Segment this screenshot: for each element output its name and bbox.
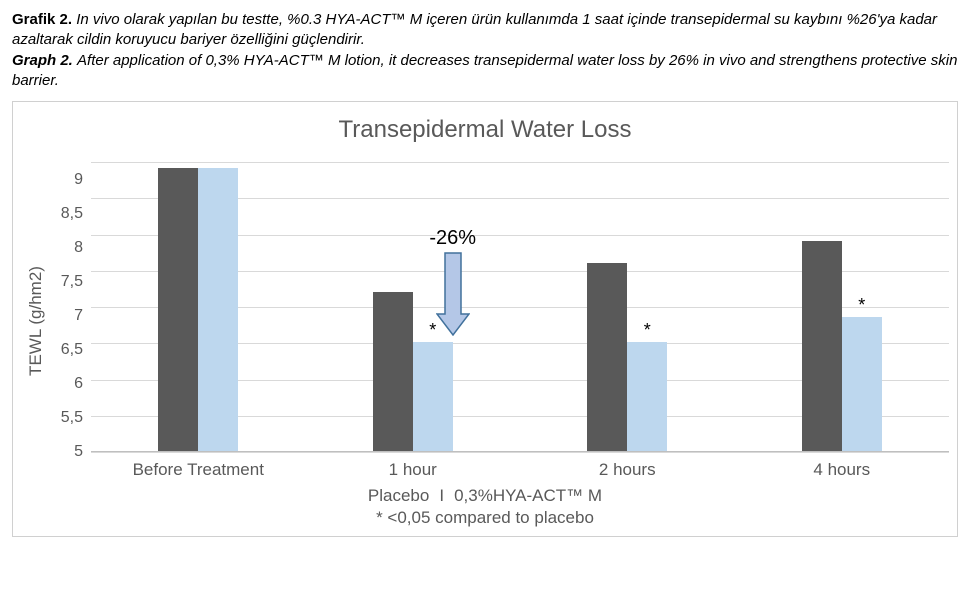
significance-star: * (858, 295, 865, 316)
bar-group: * (587, 263, 667, 452)
caption-en-prefix: Graph 2. (12, 52, 73, 69)
bar-group: * (802, 241, 882, 451)
bar-placebo (587, 263, 627, 452)
bar-placebo (158, 168, 198, 451)
y-tick: 5,5 (51, 409, 83, 427)
bar-placebo (802, 241, 842, 451)
x-axis-label: 2 hours (520, 460, 735, 480)
caption-tr-body: In vivo olarak yapılan bu testte, %0.3 H… (12, 11, 937, 48)
bar-treatment (198, 168, 238, 451)
legend-divider: I (439, 486, 444, 506)
y-tick: 9 (51, 171, 83, 189)
bar-groups: *-26%** (91, 162, 949, 451)
grid-line (91, 452, 949, 453)
legend-placebo-label: Placebo (368, 486, 429, 506)
figure-caption: Grafik 2. In vivo olarak yapılan bu test… (12, 10, 958, 91)
y-axis-ticks: 98,587,576,565,55 (51, 162, 91, 452)
y-axis-label: TEWL (g/hm2) (26, 266, 46, 376)
y-axis-label-box: TEWL (g/hm2) (21, 162, 51, 480)
plot-grid: *-26%** (91, 162, 949, 452)
caption-tr-prefix: Grafik 2. (12, 11, 72, 28)
legend-treatment-label: 0,3%HYA-ACT™ M (454, 486, 602, 506)
x-axis-label: Before Treatment (91, 460, 306, 480)
bar-treatment: * (627, 342, 667, 451)
chart-title: Transepidermal Water Loss (21, 116, 949, 144)
plot-area: 98,587,576,565,55 *-26%** Before Treatme… (51, 162, 949, 480)
significance-star: * (644, 320, 651, 341)
annotation-arrow-icon (436, 252, 470, 336)
plot-wrap: TEWL (g/hm2) 98,587,576,565,55 *-26%** B… (21, 162, 949, 480)
x-axis-labels: Before Treatment1 hour2 hours4 hours (91, 452, 949, 480)
y-tick: 7 (51, 307, 83, 325)
x-axis-label: 4 hours (735, 460, 950, 480)
annotation: -26% (413, 227, 493, 336)
bar-group (158, 168, 238, 451)
plot-inner: 98,587,576,565,55 *-26%** (51, 162, 949, 452)
legend: Placebo I 0,3%HYA-ACT™ M * <0,05 compare… (21, 486, 949, 528)
caption-en-body: After application of 0,3% HYA-ACT™ M lot… (12, 52, 957, 89)
y-tick: 6,5 (51, 341, 83, 359)
bar-placebo (373, 292, 413, 452)
x-axis-label: 1 hour (306, 460, 521, 480)
bar-treatment: * (413, 342, 453, 451)
bar-treatment: * (842, 317, 882, 451)
annotation-label: -26% (413, 227, 493, 250)
y-tick: 8 (51, 239, 83, 257)
chart-container: Transepidermal Water Loss TEWL (g/hm2) 9… (12, 101, 958, 537)
y-tick: 8,5 (51, 205, 83, 223)
y-tick: 7,5 (51, 273, 83, 291)
significance-star: * (429, 320, 436, 341)
y-tick: 6 (51, 375, 83, 393)
legend-row: Placebo I 0,3%HYA-ACT™ M (21, 486, 949, 506)
legend-note: * <0,05 compared to placebo (21, 508, 949, 528)
y-tick: 5 (51, 443, 83, 461)
bar-group: *-26% (373, 292, 453, 452)
